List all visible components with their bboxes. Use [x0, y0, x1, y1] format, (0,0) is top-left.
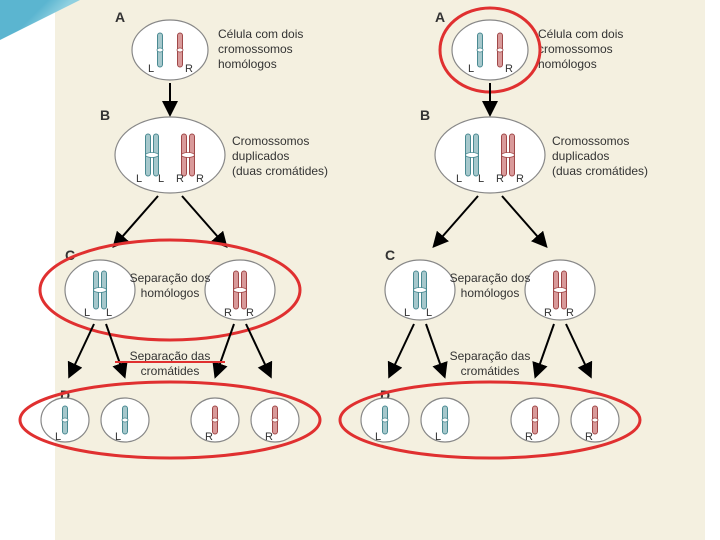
- svg-text:Célula com dois: Célula com dois: [538, 27, 623, 41]
- svg-text:B: B: [420, 107, 430, 123]
- svg-text:Cromossomos: Cromossomos: [552, 134, 629, 148]
- svg-text:cromátides: cromátides: [461, 364, 520, 378]
- svg-text:L: L: [106, 307, 112, 319]
- svg-text:R: R: [525, 431, 533, 443]
- svg-text:(duas cromátides): (duas cromátides): [232, 164, 328, 178]
- svg-text:Célula com dois: Célula com dois: [218, 27, 303, 41]
- svg-text:L: L: [84, 307, 90, 319]
- svg-text:L: L: [404, 307, 410, 319]
- svg-text:L: L: [478, 173, 484, 185]
- svg-text:R: R: [566, 307, 574, 319]
- svg-text:B: B: [100, 107, 110, 123]
- svg-text:(duas cromátides): (duas cromátides): [552, 164, 648, 178]
- svg-text:R: R: [176, 173, 184, 185]
- svg-text:A: A: [435, 9, 445, 25]
- svg-text:L: L: [456, 173, 462, 185]
- svg-text:R: R: [224, 307, 232, 319]
- svg-text:L: L: [158, 173, 164, 185]
- svg-text:duplicados: duplicados: [232, 149, 289, 163]
- svg-text:cromátides: cromátides: [141, 364, 200, 378]
- svg-text:Separação das: Separação das: [130, 349, 211, 363]
- svg-text:L: L: [115, 431, 121, 443]
- svg-text:homólogos: homólogos: [538, 57, 597, 71]
- svg-text:R: R: [205, 431, 213, 443]
- svg-text:L: L: [148, 63, 154, 75]
- svg-text:R: R: [505, 63, 513, 75]
- svg-text:L: L: [468, 63, 474, 75]
- svg-text:R: R: [544, 307, 552, 319]
- svg-text:Cromossomos: Cromossomos: [232, 134, 309, 148]
- svg-text:L: L: [55, 431, 61, 443]
- svg-text:homólogos: homólogos: [461, 286, 520, 300]
- svg-text:Separação dos: Separação dos: [450, 271, 531, 285]
- svg-text:L: L: [426, 307, 432, 319]
- svg-text:homólogos: homólogos: [218, 57, 277, 71]
- svg-text:R: R: [196, 173, 204, 185]
- svg-text:C: C: [385, 247, 395, 263]
- diagram-svg: ALRCélula com doiscromossomoshomólogosBL…: [0, 0, 720, 540]
- svg-text:Separação das: Separação das: [450, 349, 531, 363]
- svg-text:L: L: [136, 173, 142, 185]
- svg-text:L: L: [435, 431, 441, 443]
- svg-text:R: R: [585, 431, 593, 443]
- svg-text:R: R: [246, 307, 254, 319]
- svg-text:R: R: [496, 173, 504, 185]
- svg-text:R: R: [265, 431, 273, 443]
- svg-text:R: R: [185, 63, 193, 75]
- svg-text:L: L: [375, 431, 381, 443]
- svg-text:homólogos: homólogos: [141, 286, 200, 300]
- svg-text:Separação dos: Separação dos: [130, 271, 211, 285]
- svg-text:duplicados: duplicados: [552, 149, 609, 163]
- svg-text:cromossomos: cromossomos: [538, 42, 613, 56]
- svg-text:R: R: [516, 173, 524, 185]
- svg-text:cromossomos: cromossomos: [218, 42, 293, 56]
- svg-text:A: A: [115, 9, 125, 25]
